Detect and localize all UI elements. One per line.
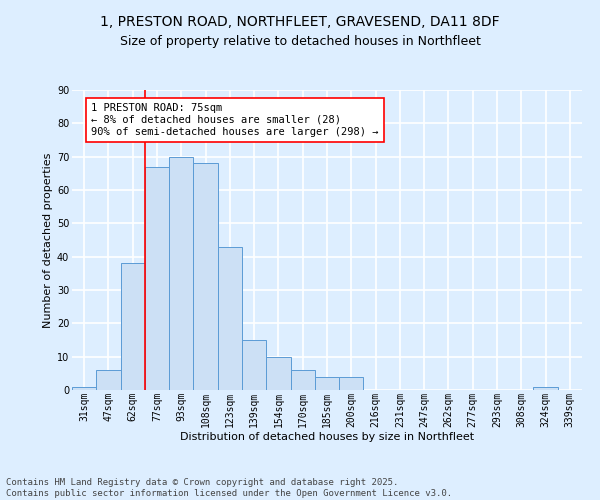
Bar <box>96 370 121 390</box>
Bar <box>315 376 339 390</box>
Text: Contains HM Land Registry data © Crown copyright and database right 2025.
Contai: Contains HM Land Registry data © Crown c… <box>6 478 452 498</box>
Bar <box>121 264 145 390</box>
Bar <box>266 356 290 390</box>
Text: 1, PRESTON ROAD, NORTHFLEET, GRAVESEND, DA11 8DF: 1, PRESTON ROAD, NORTHFLEET, GRAVESEND, … <box>100 15 500 29</box>
Bar <box>242 340 266 390</box>
Bar <box>72 386 96 390</box>
Bar <box>290 370 315 390</box>
Text: 1 PRESTON ROAD: 75sqm
← 8% of detached houses are smaller (28)
90% of semi-detac: 1 PRESTON ROAD: 75sqm ← 8% of detached h… <box>91 104 379 136</box>
X-axis label: Distribution of detached houses by size in Northfleet: Distribution of detached houses by size … <box>180 432 474 442</box>
Y-axis label: Number of detached properties: Number of detached properties <box>43 152 53 328</box>
Bar <box>193 164 218 390</box>
Text: Size of property relative to detached houses in Northfleet: Size of property relative to detached ho… <box>119 35 481 48</box>
Bar <box>339 376 364 390</box>
Bar <box>169 156 193 390</box>
Bar <box>533 386 558 390</box>
Bar <box>218 246 242 390</box>
Bar <box>145 166 169 390</box>
